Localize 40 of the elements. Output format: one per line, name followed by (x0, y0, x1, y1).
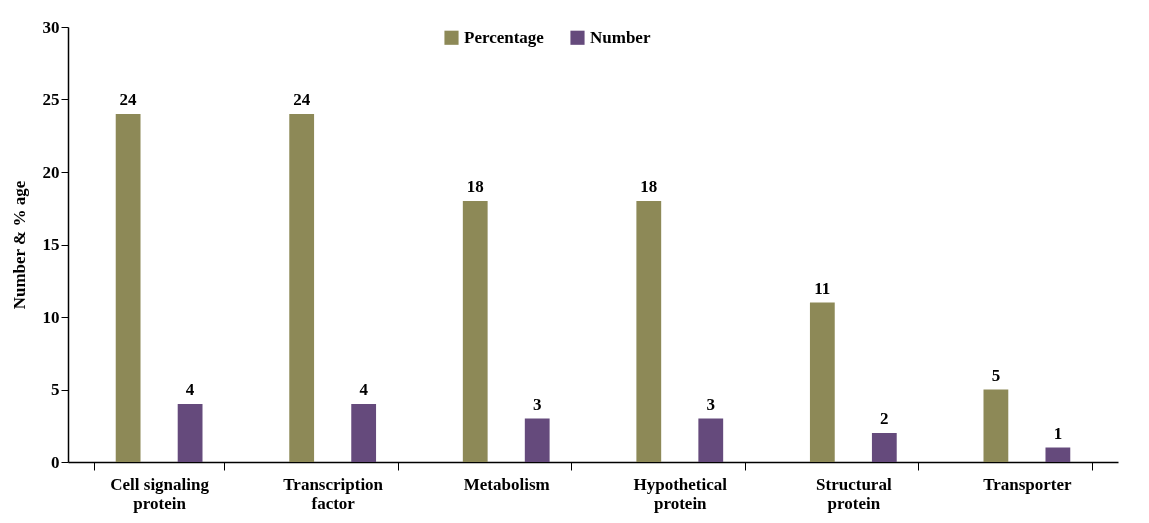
data-label: 3 (706, 394, 716, 414)
x-tick-label: Hypothetical protein (633, 474, 728, 513)
bar (636, 201, 662, 462)
bar (177, 404, 203, 462)
data-label: 5 (991, 365, 1001, 385)
y-tick-label: 30 (42, 17, 60, 37)
data-label: 18 (640, 177, 658, 196)
legend-label: Number (590, 27, 651, 47)
bar (115, 114, 141, 462)
bar (698, 418, 724, 462)
bar (983, 389, 1009, 462)
data-label: 1 (1053, 423, 1063, 443)
data-label: 18 (466, 177, 484, 196)
data-label: 4 (185, 380, 195, 399)
x-tick-label: Structural protein (816, 474, 892, 513)
y-tick-label: 10 (42, 307, 60, 327)
data-label: 24 (119, 90, 138, 109)
data-label: 24 (293, 90, 311, 109)
bar (871, 433, 897, 462)
y-tick-label: 0 (51, 452, 60, 472)
y-axis-title: Number & % age (9, 180, 29, 310)
bar (351, 404, 377, 462)
y-tick-label: 25 (42, 90, 60, 109)
legend-label: Percentage (464, 27, 545, 47)
data-label: 4 (359, 380, 369, 399)
data-label: 11 (814, 278, 831, 298)
x-tick-label: Cell signaling protein (110, 474, 210, 513)
bar (462, 201, 488, 462)
data-label: 3 (532, 394, 542, 414)
bar (289, 114, 315, 462)
x-tick-label: Transporter (983, 474, 1073, 494)
y-tick-label: 15 (42, 235, 60, 254)
bar (809, 302, 835, 462)
x-tick-label: Metabolism (463, 474, 550, 494)
x-tick-label: Transcription factor (283, 474, 384, 513)
bar (1045, 447, 1071, 462)
y-tick-label: 20 (42, 162, 60, 182)
y-tick-label: 5 (51, 380, 60, 399)
data-label: 2 (880, 409, 889, 428)
bar (524, 418, 550, 462)
